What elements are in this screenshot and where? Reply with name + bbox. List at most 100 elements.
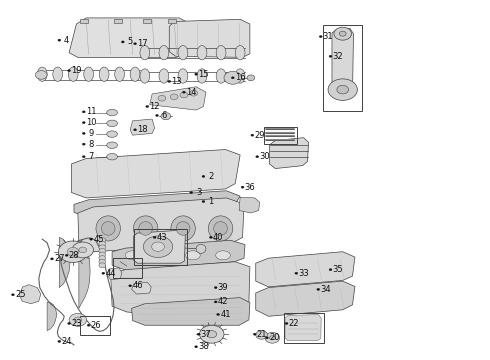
Ellipse shape [197,45,207,60]
Ellipse shape [107,153,118,160]
Text: 27: 27 [54,255,65,264]
Circle shape [82,143,85,145]
Circle shape [231,77,234,79]
Text: 38: 38 [198,342,209,351]
Circle shape [247,75,255,81]
Ellipse shape [176,222,190,235]
Ellipse shape [101,222,115,235]
Polygon shape [150,87,206,110]
Text: 33: 33 [298,269,309,278]
Ellipse shape [125,251,140,260]
Circle shape [134,129,137,131]
Ellipse shape [140,69,150,83]
Bar [113,258,143,278]
Ellipse shape [216,251,230,260]
Circle shape [58,340,61,342]
Circle shape [217,314,220,316]
Polygon shape [69,18,189,57]
Text: 44: 44 [105,269,116,278]
Polygon shape [239,197,260,213]
Ellipse shape [196,244,206,253]
Polygon shape [270,138,309,168]
Bar [168,19,175,23]
Polygon shape [256,252,355,287]
Circle shape [158,95,166,101]
Bar [284,313,324,343]
Text: 14: 14 [186,87,196,96]
Text: 34: 34 [320,285,331,294]
Text: 2: 2 [208,172,214,181]
Circle shape [152,242,164,251]
Circle shape [74,317,82,323]
Circle shape [182,91,185,93]
Circle shape [82,132,85,134]
Circle shape [99,252,106,257]
Circle shape [317,288,320,291]
Text: 3: 3 [196,188,201,197]
Text: 32: 32 [333,52,343,61]
Polygon shape [59,237,70,288]
Circle shape [190,90,197,96]
Circle shape [180,92,188,98]
Ellipse shape [159,69,169,83]
Text: 30: 30 [259,152,270,161]
Text: 46: 46 [132,281,143,290]
Bar [144,19,151,23]
Circle shape [69,314,87,326]
Ellipse shape [107,131,118,137]
Ellipse shape [130,67,140,81]
Circle shape [295,272,298,274]
Text: 6: 6 [162,111,167,120]
Polygon shape [72,149,240,198]
Ellipse shape [178,69,188,83]
Polygon shape [79,240,90,309]
Circle shape [207,330,217,338]
Polygon shape [332,29,353,98]
Circle shape [202,201,205,203]
Ellipse shape [107,142,118,148]
Circle shape [161,113,171,120]
Circle shape [58,39,61,41]
Circle shape [82,156,85,158]
Circle shape [99,263,106,268]
Text: 13: 13 [172,77,182,86]
Circle shape [99,256,106,261]
Circle shape [334,27,351,40]
Polygon shape [256,281,355,316]
Ellipse shape [139,222,152,235]
Text: 5: 5 [127,37,133,46]
Ellipse shape [99,67,109,81]
Text: 42: 42 [218,297,228,306]
Text: 19: 19 [71,66,82,75]
Circle shape [202,175,205,177]
Circle shape [67,247,79,256]
Ellipse shape [155,251,170,260]
Circle shape [72,242,94,258]
Ellipse shape [140,45,150,60]
Bar [80,316,110,335]
Ellipse shape [178,45,188,60]
Circle shape [82,122,85,124]
Circle shape [68,69,71,72]
Circle shape [87,324,90,326]
Circle shape [58,241,88,262]
Circle shape [129,285,132,287]
Circle shape [79,247,87,253]
Text: 35: 35 [333,265,343,274]
Ellipse shape [107,109,118,116]
Ellipse shape [37,67,47,81]
Circle shape [99,259,106,264]
Ellipse shape [235,69,245,83]
Ellipse shape [96,216,121,241]
Bar [323,25,362,111]
Polygon shape [134,230,185,263]
Circle shape [99,238,106,243]
Circle shape [270,336,275,340]
Circle shape [65,254,68,256]
Circle shape [197,333,200,335]
Text: 11: 11 [86,107,97,116]
Circle shape [266,337,269,339]
Text: 1: 1 [208,197,214,206]
Circle shape [99,248,106,253]
Text: 16: 16 [235,73,245,82]
